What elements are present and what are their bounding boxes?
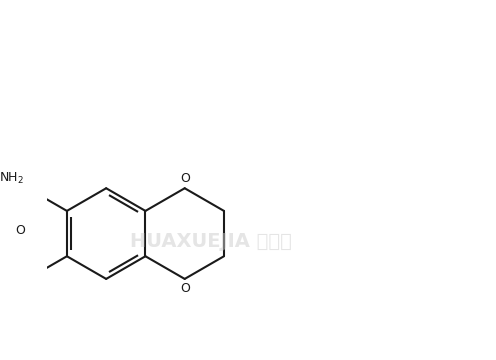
Text: O: O [181,172,190,185]
Text: O: O [15,224,25,237]
Text: NH$_2$: NH$_2$ [0,171,24,186]
Text: O: O [181,282,190,295]
Text: HUAXUEJIA 化学加: HUAXUEJIA 化学加 [130,232,292,251]
